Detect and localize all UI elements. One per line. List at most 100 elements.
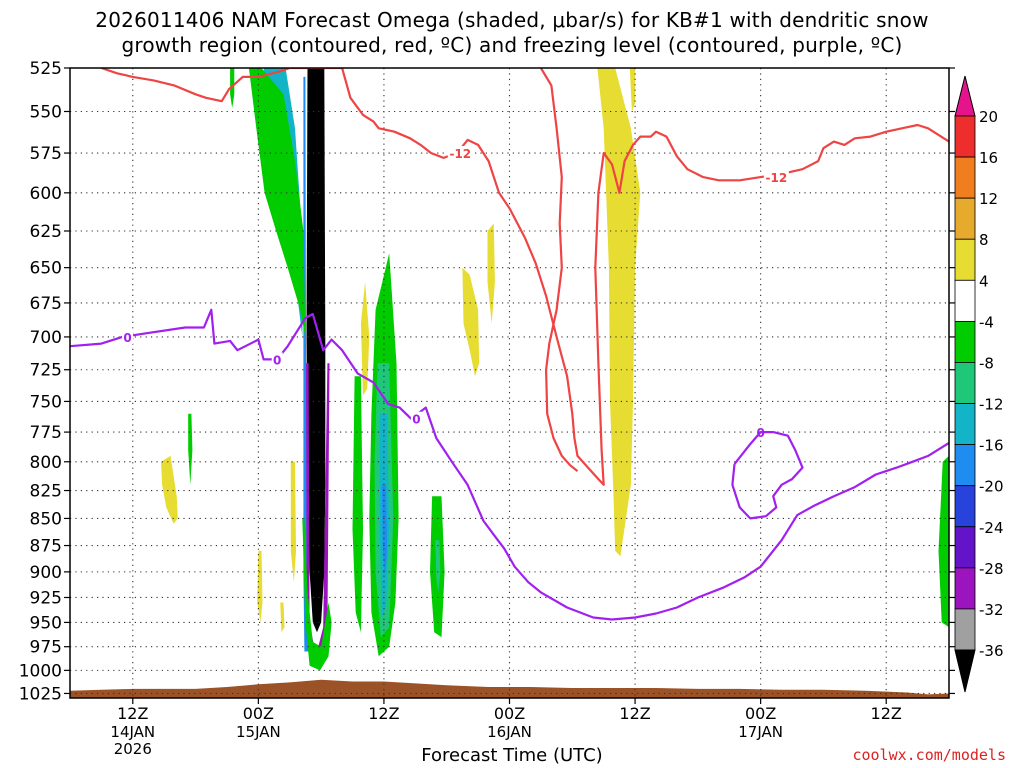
colorbar-label-3: 8	[979, 231, 989, 249]
contour-label-freezing-level-0C-1: 0	[273, 353, 281, 367]
omega-region-yellow-left-small-3	[280, 602, 285, 633]
contour-dgz-minus-12C	[101, 68, 949, 486]
contour-label-bg-dgz-minus-12C-0	[447, 146, 473, 161]
y-tick-label-650: 650	[30, 259, 62, 279]
x-axis-label: Forecast Time (UTC)	[421, 745, 603, 766]
y-tick-label-975: 975	[30, 638, 62, 658]
colorbar-label-9: -20	[979, 478, 1004, 496]
omega-region-blue-main-plume	[381, 484, 388, 578]
omega-region-yellow-strip-mid	[360, 281, 370, 396]
y-tick-label-700: 700	[30, 328, 62, 348]
x-tick-label-54: 12Z	[619, 704, 650, 723]
x-tick-label-6: 12Z	[117, 704, 148, 723]
colorbar-bin--16--12	[954, 403, 976, 446]
colorbar-bin-4-8	[954, 238, 976, 281]
x-tick-label-42: 00Z	[494, 704, 525, 723]
omega-region-yellow-col-b	[487, 223, 495, 324]
omega-region-green-small-top	[230, 68, 235, 109]
contour-label-freezing-level-0C-0: 0	[123, 331, 131, 345]
y-tick-label-625: 625	[30, 222, 62, 242]
omega-region-green-surface-plume	[302, 518, 332, 671]
x-tick-label-30: 12Z	[368, 704, 399, 723]
y-tick-label-925: 925	[30, 588, 62, 608]
contour-freezing-level-0C	[70, 308, 949, 621]
contour-label-dgz-minus-12C-1: -12	[765, 171, 787, 185]
omega-region-green-far-right	[938, 455, 949, 628]
omega-region-black-core	[306, 68, 326, 633]
contour-label-bg-freezing-level-0C-0	[122, 329, 134, 344]
y-tick-label-850: 850	[30, 509, 62, 529]
contour-label-dgz-minus-12C-0: -12	[449, 147, 471, 161]
omega-region-yellow-strip-low	[290, 461, 296, 583]
colorbar-bin--12--8	[954, 362, 976, 404]
y-tick-label-675: 675	[30, 294, 62, 314]
colorbar-label-7: -12	[979, 396, 1004, 414]
colorbar-bin--4-4	[954, 279, 976, 322]
colorbar-bin--8--4	[954, 320, 976, 363]
x-tick-year-6: 2026	[114, 740, 152, 758]
y-tick-label-575: 575	[30, 144, 62, 164]
colorbar-bin-16-20	[954, 115, 976, 158]
colorbar-bottom-arrow	[954, 649, 976, 693]
omega-region-blue-edge	[303, 76, 309, 652]
omega-region-green-mid-plume	[352, 376, 363, 633]
contour-label-bg-dgz-minus-12C-1	[763, 170, 789, 185]
y-tick-label-550: 550	[30, 102, 62, 122]
colorbar-label-11: -28	[979, 560, 1004, 578]
omega-region-teal-right-plume	[435, 540, 441, 593]
omega-region-yellow-small-top	[629, 68, 636, 112]
colorbar-bin-12-16	[954, 156, 976, 199]
colorbar-label-0: 20	[979, 108, 998, 126]
colorbar-bin-8-12	[954, 197, 976, 240]
x-tick-date-6: 14JAN	[110, 723, 155, 741]
omega-region-green-left-small	[188, 413, 193, 485]
y-tick-label-900: 900	[30, 563, 62, 583]
y-tick-label-800: 800	[30, 453, 62, 473]
y-tick-label-750: 750	[30, 392, 62, 412]
contour-label-freezing-level-0C-2: 0	[412, 413, 420, 427]
contour-freezing-level-0C-loop	[731, 431, 804, 520]
colorbar-bin--28--24	[954, 526, 976, 569]
contour-dgz-upper-branch	[539, 68, 579, 472]
x-tick-date-66: 17JAN	[738, 723, 783, 741]
y-tick-label-725: 725	[30, 361, 62, 381]
omega-region-green-left	[248, 68, 306, 337]
omega-region-yellow-right-column	[597, 68, 641, 557]
colorbar-label-5: -4	[979, 313, 994, 331]
x-tick-label-18: 00Z	[243, 704, 274, 723]
y-tick-label-600: 600	[30, 184, 62, 204]
y-tick-label-1025: 1025	[19, 684, 62, 704]
omega-region-yellow-col-a	[462, 267, 480, 377]
colorbar-bin--36--32	[954, 608, 976, 651]
y-tick-label-775: 775	[30, 423, 62, 443]
y-tick-label-875: 875	[30, 537, 62, 557]
y-tick-label-950: 950	[30, 613, 62, 633]
colorbar-label-12: -32	[979, 601, 1004, 619]
colorbar-bin--32--28	[954, 567, 976, 610]
y-tick-label-825: 825	[30, 482, 62, 502]
colorbar-label-2: 12	[979, 190, 998, 208]
chart-title-line1: 2026011406 NAM Forecast Omega (shaded, μ…	[95, 8, 929, 32]
chart-title-line2: growth region (contoured, red, ºC) and f…	[121, 33, 903, 57]
colorbar-label-8: -16	[979, 437, 1004, 455]
colorbar-top-arrow	[954, 75, 976, 117]
y-tick-label-525: 525	[30, 59, 62, 79]
colorbar-bin--24--20	[954, 485, 976, 528]
omega-region-yellow-left-small-2	[257, 550, 263, 623]
x-tick-date-18: 15JAN	[236, 723, 281, 741]
colorbar-label-1: 16	[979, 149, 998, 167]
y-tick-label-1000: 1000	[19, 661, 62, 681]
x-tick-label-78: 12Z	[871, 704, 902, 723]
x-tick-date-42: 16JAN	[487, 723, 532, 741]
contour-label-bg-freezing-level-0C-1	[271, 352, 283, 367]
omega-region-yellow-left-small-1	[161, 455, 178, 524]
colorbar-bin--20--16	[954, 444, 976, 487]
contour-label-bg-freezing-level-0C-2	[410, 411, 422, 426]
colorbar-label-13: -36	[979, 642, 1004, 660]
x-tick-label-66: 00Z	[745, 704, 776, 723]
colorbar-label-10: -24	[979, 519, 1004, 537]
site-credit[interactable]: coolwx.com/models	[852, 746, 1006, 764]
colorbar-label-4: 4	[979, 272, 989, 290]
colorbar-label-6: -8	[979, 354, 994, 372]
